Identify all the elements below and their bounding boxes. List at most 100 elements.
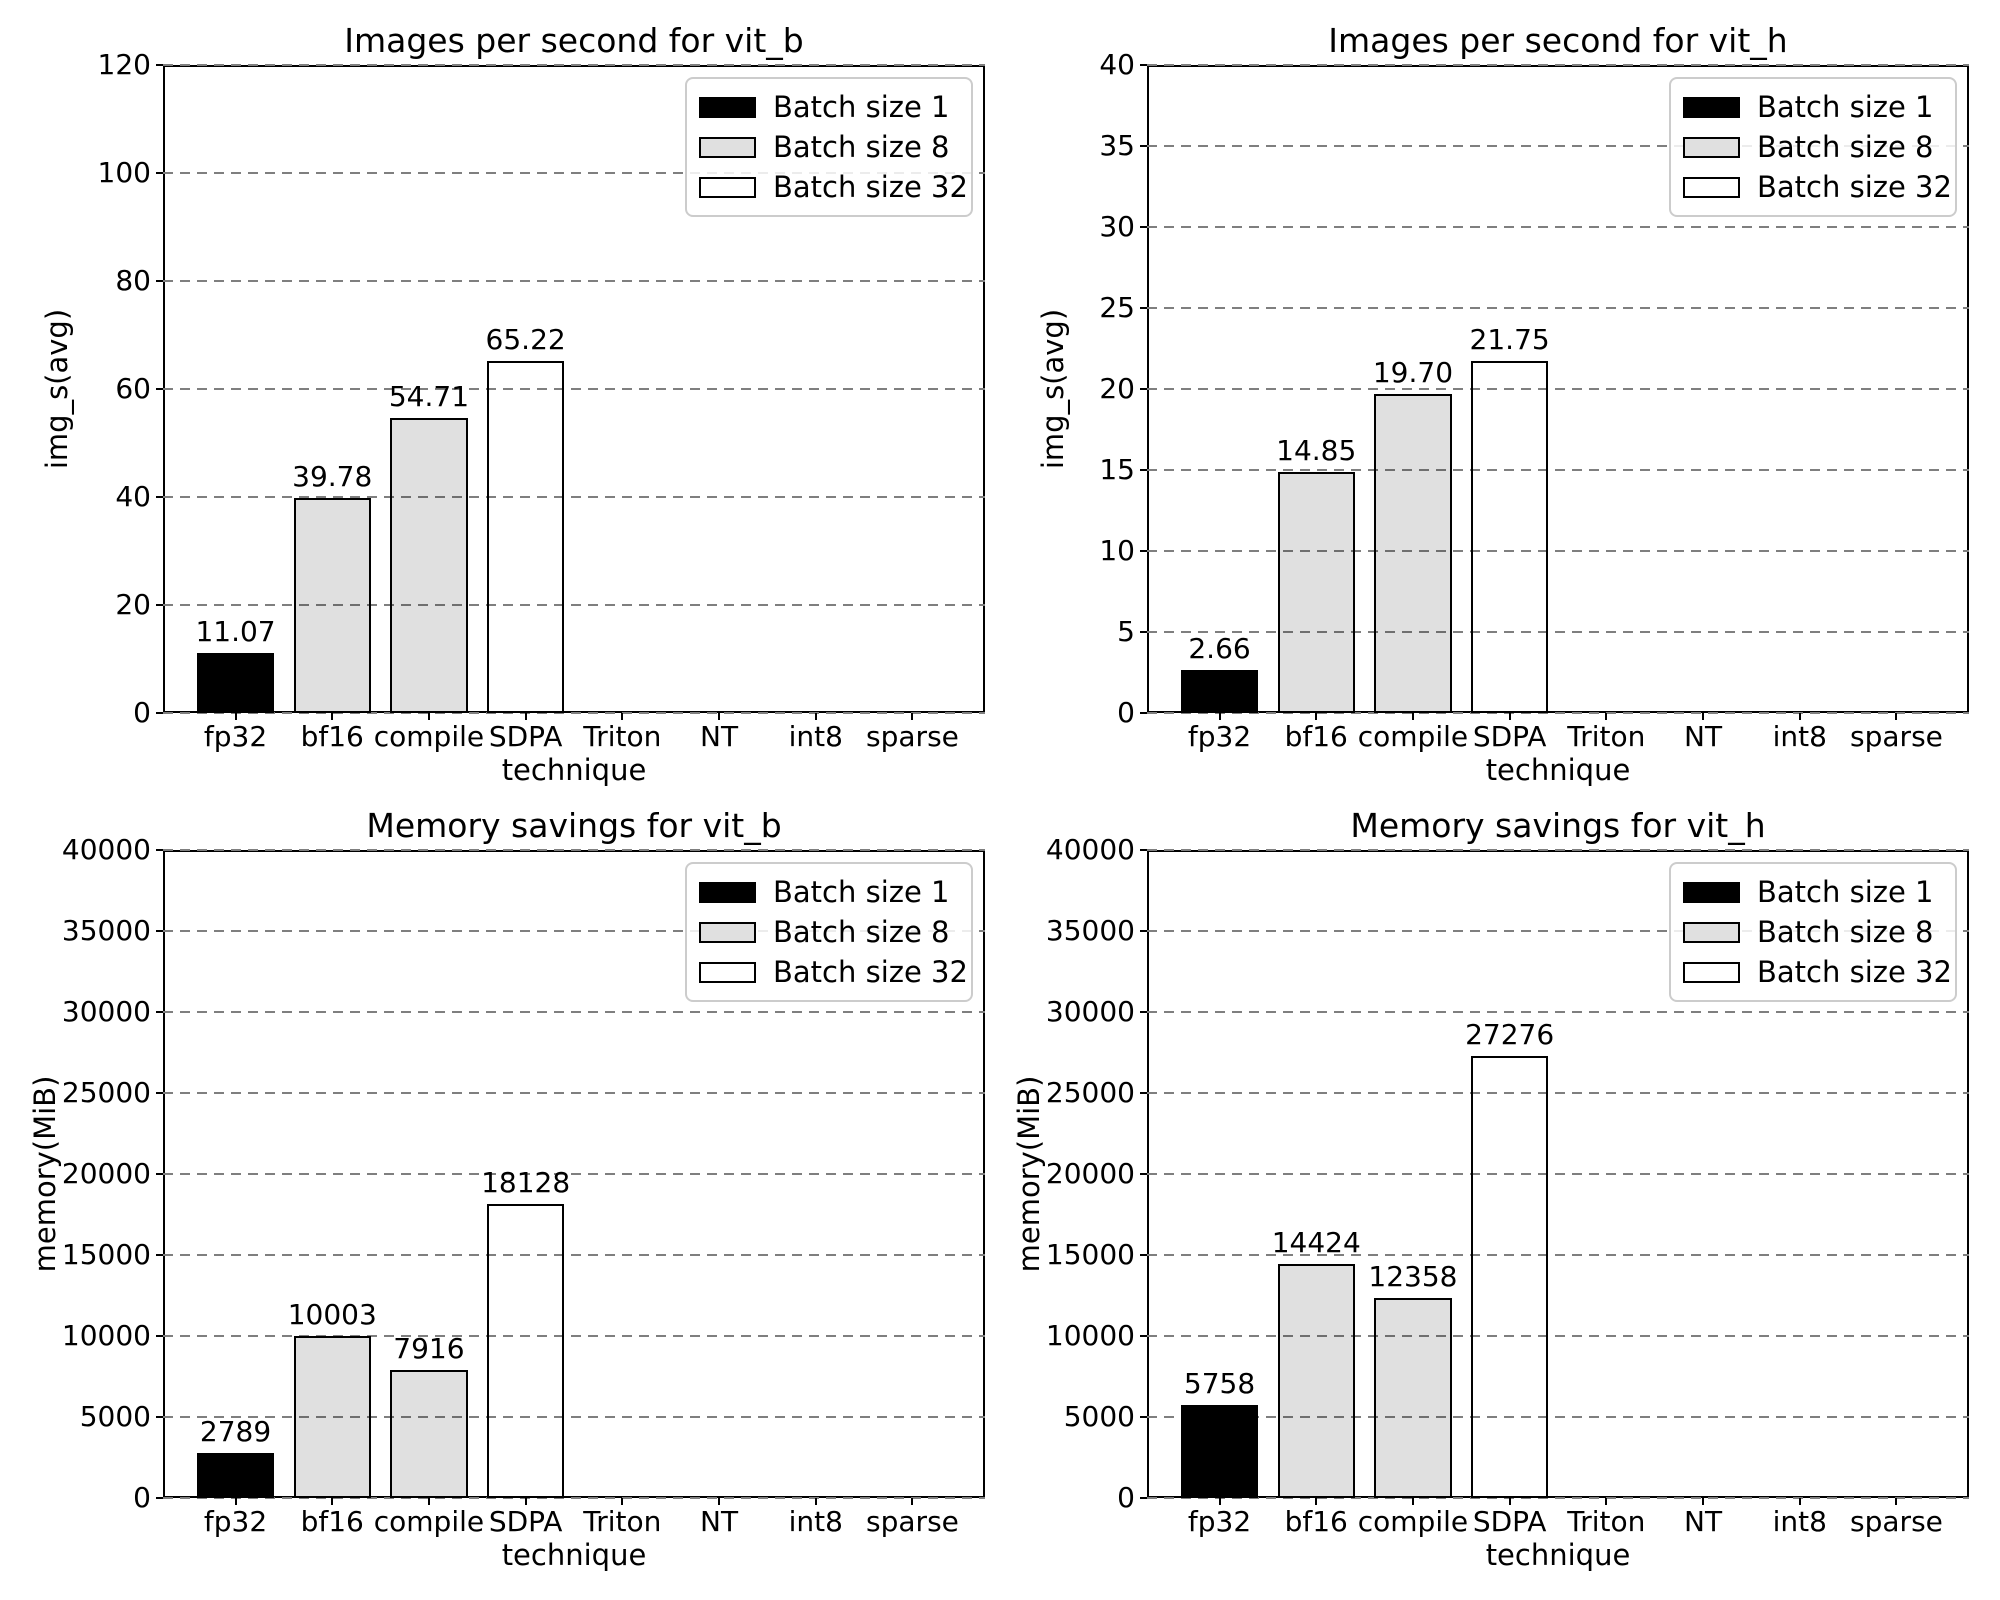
x-axis-tick	[1798, 1498, 1801, 1505]
bar-SDPA	[1470, 1056, 1549, 1498]
y-axis-tick	[156, 280, 163, 282]
y-axis-tick	[156, 1335, 163, 1337]
y-axis-tick	[1140, 307, 1147, 309]
y-tick-label: 20	[115, 588, 151, 621]
bar-fp32	[196, 653, 275, 713]
legend-item: Batch size 8	[699, 127, 959, 167]
y-tick-label: 5	[1117, 615, 1135, 648]
y-axis-tick	[156, 849, 163, 851]
y-tick-label: 15000	[1045, 1238, 1135, 1271]
legend-label: Batch size 32	[773, 170, 968, 204]
gridline	[163, 712, 985, 714]
y-tick-label: 35000	[1045, 914, 1135, 947]
x-axis-tick	[911, 1498, 914, 1505]
bar-value-label: 2789	[199, 1414, 272, 1448]
x-axis-tick	[718, 713, 721, 720]
y-tick-label: 30000	[1045, 995, 1135, 1028]
y-axis-tick	[1140, 145, 1147, 147]
x-axis-label: technique	[1485, 1538, 1631, 1572]
y-tick-label: 40000	[61, 833, 151, 866]
gridline	[1147, 1497, 1969, 1499]
x-tick-label: compile	[1357, 720, 1469, 753]
legend-swatch	[699, 136, 756, 158]
gridline	[1147, 1416, 1969, 1418]
x-axis-tick	[1702, 713, 1705, 720]
gridline	[163, 604, 985, 606]
x-axis-label: technique	[1485, 753, 1631, 787]
legend-item: Batch size 8	[1683, 912, 1943, 952]
y-axis-tick	[156, 930, 163, 932]
legend: Batch size 1 Batch size 8 Batch size 32	[685, 862, 973, 1002]
x-tick-label: compile	[373, 1505, 485, 1538]
x-axis-tick	[427, 713, 430, 720]
x-tick-label: Triton	[1567, 720, 1646, 753]
y-tick-label: 30000	[61, 995, 151, 1028]
y-axis-tick	[156, 1416, 163, 1418]
legend-swatch	[1683, 921, 1740, 943]
y-tick-label: 10	[1099, 534, 1135, 567]
y-tick-label: 15000	[61, 1238, 151, 1271]
legend-label: Batch size 1	[1757, 90, 1934, 124]
y-axis-tick	[1140, 849, 1147, 851]
y-tick-label: 30	[1099, 210, 1135, 243]
y-tick-label: 120	[97, 48, 151, 81]
legend-swatch	[1683, 96, 1740, 118]
gridline	[163, 496, 985, 498]
bar-fp32	[196, 1452, 275, 1498]
gridline	[163, 1335, 985, 1337]
gridline	[1147, 469, 1969, 471]
x-tick-label: Triton	[583, 1505, 662, 1538]
legend-label: Batch size 8	[773, 915, 950, 949]
gridline	[163, 1092, 985, 1094]
legend-item: Batch size 32	[1683, 952, 1952, 992]
x-tick-label: NT	[1684, 720, 1723, 753]
x-axis-tick	[524, 713, 527, 720]
y-tick-label: 25	[1099, 291, 1135, 324]
bar-bf16	[1277, 472, 1355, 713]
gridline	[1147, 1173, 1969, 1175]
y-axis-tick	[1140, 1335, 1147, 1337]
y-axis-tick	[1140, 469, 1147, 471]
gridline	[1147, 64, 1969, 66]
legend-item: Batch size 32	[1683, 167, 1952, 207]
x-axis-tick	[1218, 1498, 1221, 1505]
bar-fp32	[1180, 1404, 1259, 1498]
bar-value-label: 2.66	[1188, 631, 1251, 665]
legend-item: Batch size 32	[699, 167, 968, 207]
legend-item: Batch size 1	[699, 872, 959, 912]
bar-SDPA	[486, 1204, 565, 1498]
x-axis-tick	[1605, 713, 1608, 720]
gridline	[1147, 145, 1969, 147]
gridline	[163, 172, 985, 174]
y-axis-tick	[1140, 712, 1147, 714]
x-tick-label: compile	[1357, 1505, 1469, 1538]
y-tick-label: 20000	[1045, 1157, 1135, 1190]
x-axis-tick	[427, 1498, 430, 1505]
bar-value-label: 11.07	[195, 615, 276, 649]
x-tick-label: bf16	[300, 720, 364, 753]
x-tick-label: sparse	[866, 720, 959, 753]
gridline	[1147, 1335, 1969, 1337]
legend-label: Batch size 1	[773, 90, 950, 124]
gridline	[1147, 631, 1969, 633]
bar-bf16	[293, 498, 371, 713]
gridline	[1147, 1254, 1969, 1256]
bar-compile	[390, 1369, 468, 1498]
y-axis-label: img_s(avg)	[40, 308, 74, 470]
bar-value-label: 18128	[481, 1166, 571, 1200]
bar-SDPA	[1470, 360, 1549, 713]
y-axis-label: memory(MiB)	[1012, 1075, 1046, 1273]
legend-label: Batch size 8	[1757, 915, 1934, 949]
y-axis-tick	[156, 1497, 163, 1499]
x-tick-label: sparse	[866, 1505, 959, 1538]
legend-swatch	[699, 881, 756, 903]
x-tick-label: fp32	[203, 720, 268, 753]
legend: Batch size 1 Batch size 8 Batch size 32	[685, 77, 973, 217]
y-tick-label: 40	[1099, 48, 1135, 81]
gridline	[163, 1011, 985, 1013]
y-tick-label: 40000	[1045, 833, 1135, 866]
y-axis-tick	[156, 1254, 163, 1256]
bar-value-label: 5758	[1183, 1366, 1256, 1400]
chart-title: Images per second for vit_h	[1328, 21, 1788, 60]
y-axis-label: img_s(avg)	[1036, 308, 1070, 470]
